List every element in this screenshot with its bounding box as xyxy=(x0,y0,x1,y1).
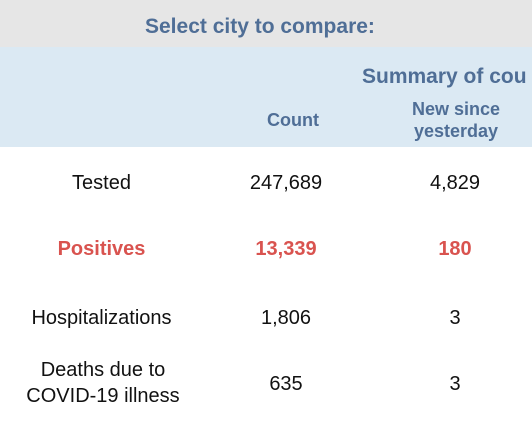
hospitalizations-count: 1,806 xyxy=(260,307,312,329)
select-city-bar[interactable]: Select city to compare: xyxy=(0,0,532,47)
deaths-count: 635 xyxy=(269,373,303,395)
row-label-positives: Positives xyxy=(57,238,146,260)
select-city-title[interactable]: Select city to compare: xyxy=(145,15,375,38)
row-label-hospitalizations: Hospitalizations xyxy=(31,307,172,329)
positives-count: 13,339 xyxy=(255,238,317,260)
row-label-deaths: Deaths due to COVID-19 illness xyxy=(26,359,180,407)
tested-count: 247,689 xyxy=(249,172,323,194)
tested-new: 4,829 xyxy=(429,172,481,194)
new-since-yesterday-column-header: New since yesterday xyxy=(411,99,501,141)
deaths-new: 3 xyxy=(449,373,461,395)
row-label-tested: Tested xyxy=(72,172,131,194)
summary-title: Summary of cou xyxy=(362,65,527,88)
positives-new: 180 xyxy=(438,238,472,260)
hospitalizations-new: 3 xyxy=(449,307,461,329)
count-column-header: Count xyxy=(267,110,319,130)
summary-header: Summary of cou Count New since yesterday xyxy=(0,47,532,147)
